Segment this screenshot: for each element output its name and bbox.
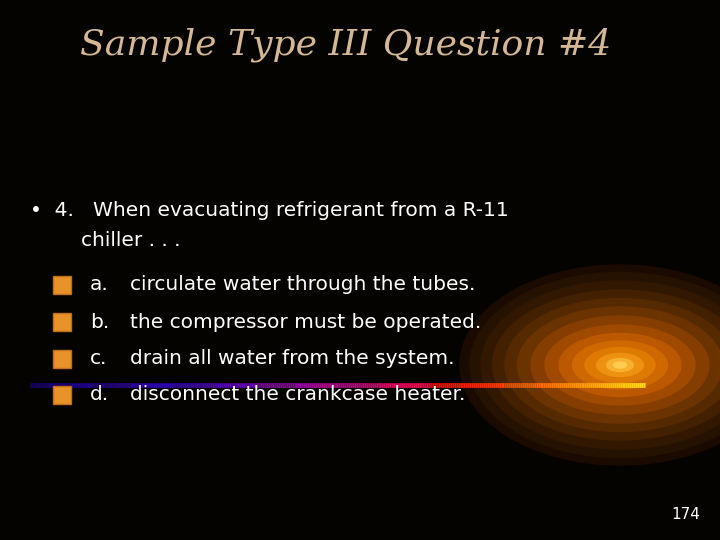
- Text: •  4.   When evacuating refrigerant from a R-11: • 4. When evacuating refrigerant from a …: [30, 200, 509, 219]
- Text: Sample Type III Question #4: Sample Type III Question #4: [80, 28, 611, 62]
- Ellipse shape: [505, 299, 720, 431]
- Text: a.: a.: [90, 275, 109, 294]
- Text: b.: b.: [90, 313, 109, 332]
- Ellipse shape: [481, 281, 720, 449]
- Ellipse shape: [559, 334, 681, 396]
- Text: chiller . . .: chiller . . .: [30, 231, 181, 249]
- Bar: [53, 350, 71, 368]
- Ellipse shape: [613, 362, 626, 368]
- Bar: [53, 386, 71, 404]
- Text: circulate water through the tubes.: circulate water through the tubes.: [130, 275, 475, 294]
- Text: the compressor must be operated.: the compressor must be operated.: [130, 313, 481, 332]
- Ellipse shape: [585, 348, 655, 382]
- Ellipse shape: [596, 354, 644, 376]
- Text: d.: d.: [90, 386, 109, 404]
- Text: disconnect the crankcase heater.: disconnect the crankcase heater.: [130, 386, 465, 404]
- Ellipse shape: [572, 341, 667, 389]
- Bar: [53, 313, 71, 331]
- Ellipse shape: [470, 273, 720, 457]
- Ellipse shape: [460, 265, 720, 465]
- Text: 174: 174: [671, 507, 700, 522]
- Text: drain all water from the system.: drain all water from the system.: [130, 349, 454, 368]
- Text: c.: c.: [90, 349, 107, 368]
- Ellipse shape: [531, 316, 709, 414]
- Ellipse shape: [492, 290, 720, 440]
- Ellipse shape: [606, 359, 634, 372]
- Ellipse shape: [545, 325, 695, 405]
- Ellipse shape: [518, 307, 720, 423]
- Bar: [53, 276, 71, 294]
